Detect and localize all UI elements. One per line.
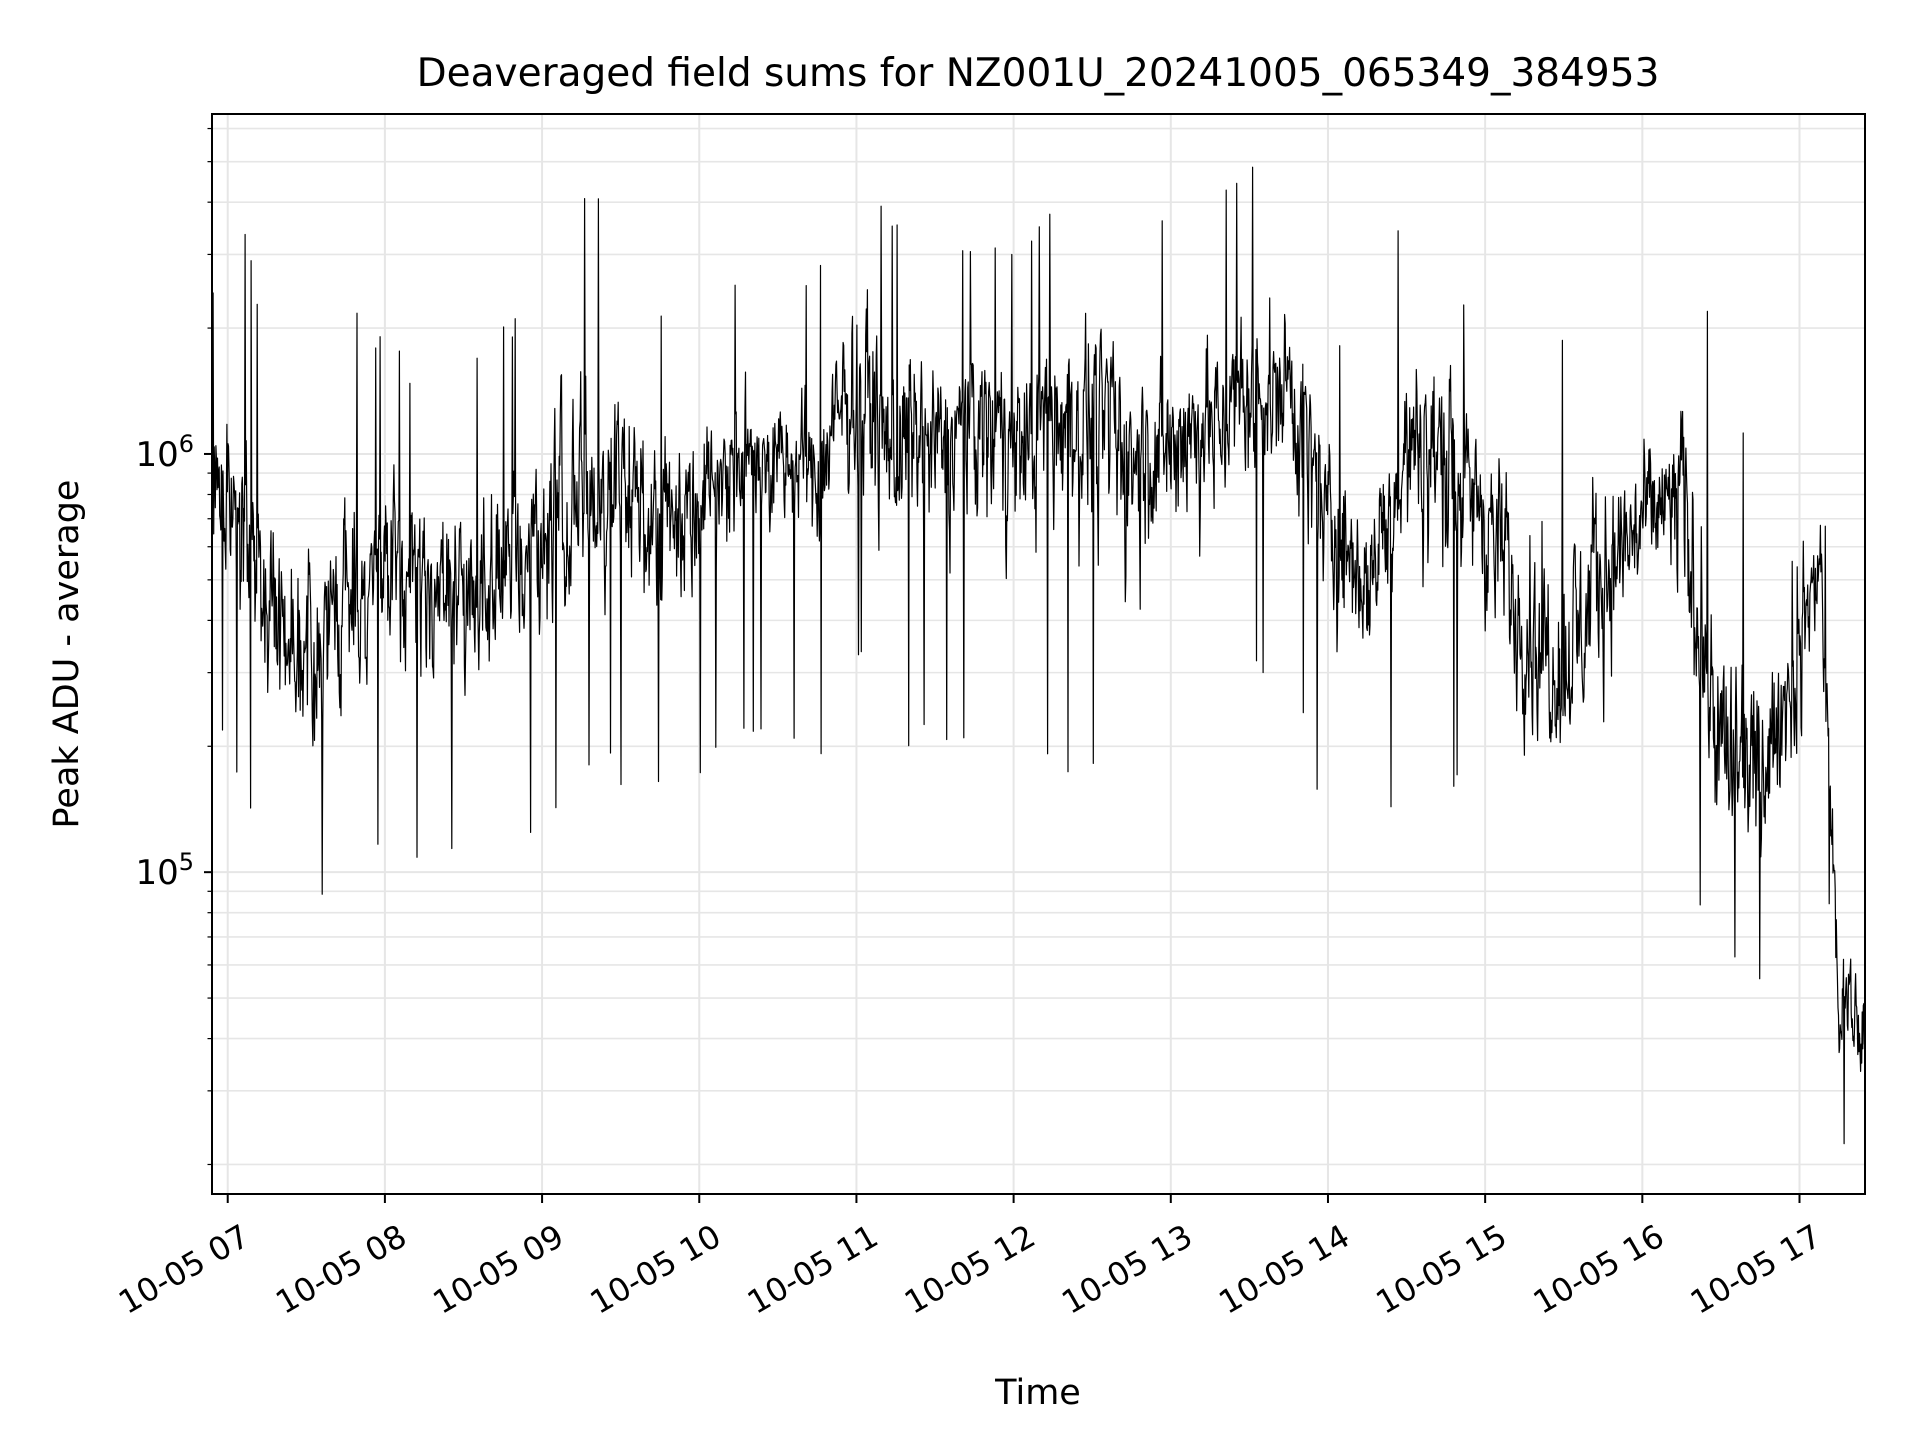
y-tick-label: 106 [135,430,194,475]
series-line [212,166,1865,1145]
y-axis-label: Peak ADU - average [47,480,87,829]
plot-frame [211,113,1866,1195]
chart-title: Deaveraged field sums for NZ001U_2024100… [417,51,1660,96]
series-line-group [212,166,1865,1145]
x-axis-label: Time [994,1373,1081,1413]
y-tick-label: 105 [135,848,194,893]
y-axis-ticks: 105 106 [135,127,212,1166]
